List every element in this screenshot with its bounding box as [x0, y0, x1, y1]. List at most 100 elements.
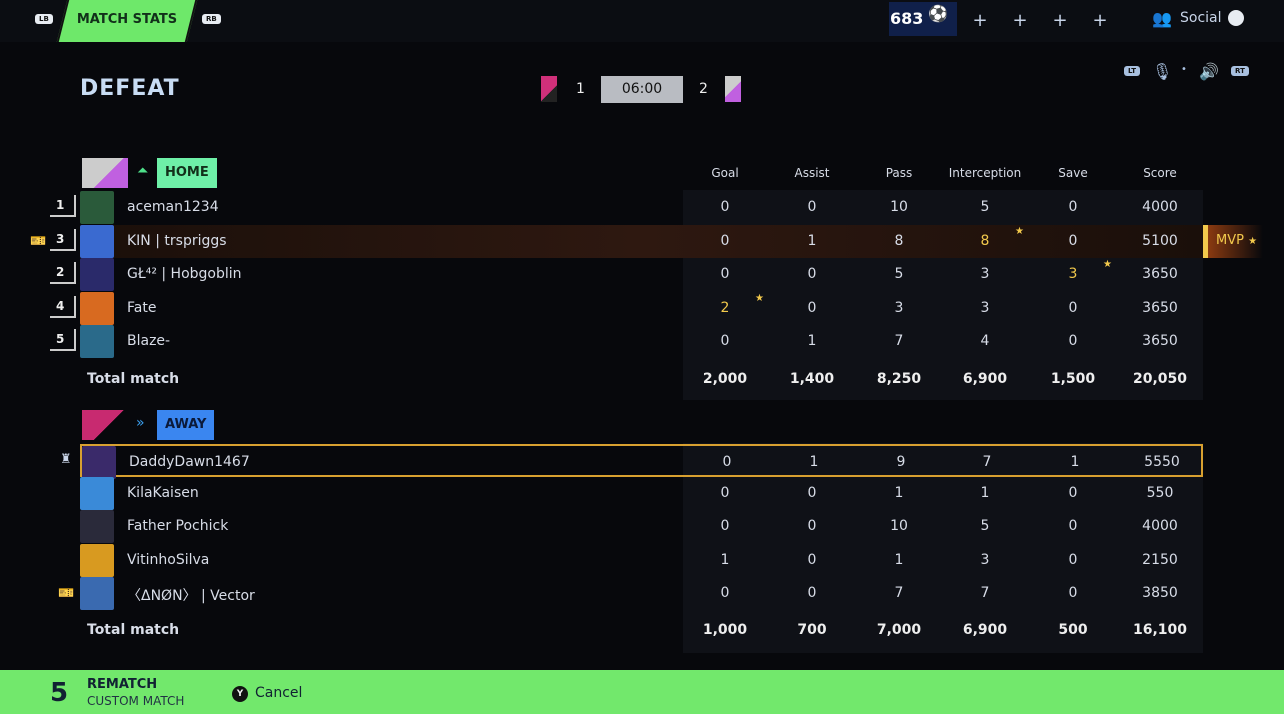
player-name[interactable]: VitinhoSilva [127, 552, 210, 568]
rematch-button[interactable]: REMATCH [87, 677, 158, 692]
stat-assist: 0 [807, 199, 817, 215]
cancel-button[interactable]: Cancel [255, 685, 303, 701]
stat-pass: 3 [894, 300, 904, 316]
dot-separator-icon: • [1181, 64, 1187, 75]
player-row[interactable]: aceman1234 0 0 10 5 0 4000 [80, 191, 1203, 224]
stat-pass: 10 [890, 199, 908, 215]
total-pass: 8,250 [876, 371, 922, 387]
rt-button[interactable]: RT [1231, 66, 1249, 76]
stat-save: 0 [1068, 333, 1078, 349]
player-row[interactable]: Father Pochick 0 0 10 5 0 4000 [80, 510, 1203, 543]
tab-match-stats[interactable]: MATCH STATS [76, 12, 178, 27]
speaker-icon[interactable]: 🔊 [1199, 62, 1219, 81]
stat-pass: 1 [894, 485, 904, 501]
player-row[interactable]: KilaKaisen 0 0 1 1 0 550 [80, 477, 1203, 510]
stat-interception: 5 [980, 199, 990, 215]
stat-goal: 1 [720, 552, 730, 568]
party-slot-plus-icon[interactable]: + [1092, 10, 1108, 31]
player-rank: 2 [50, 262, 76, 284]
player-name[interactable]: 〈ΔNØN〉 | Vector [127, 588, 255, 604]
away-team-flag-icon [82, 410, 128, 440]
stat-save: 0 [1068, 300, 1078, 316]
player-avatar [80, 225, 114, 258]
player-name[interactable]: aceman1234 [127, 199, 219, 215]
lt-button[interactable]: LT [1124, 66, 1141, 76]
player-name[interactable]: Fate [127, 300, 157, 316]
rb-button[interactable]: RB [202, 14, 221, 24]
player-name[interactable]: GŁ⁴² | Hobgoblin [127, 266, 242, 282]
star-icon: ★ [755, 293, 764, 304]
ticket-icon: 🎫 [58, 586, 75, 601]
stat-goal: 0 [722, 454, 732, 470]
stat-save: 0 [1068, 199, 1078, 215]
social-button[interactable]: Social [1180, 10, 1222, 26]
player-row[interactable]: DaddyDawn1467 0 1 9 7 1 5550 [80, 444, 1203, 479]
social-people-icon: 👥 [1152, 9, 1172, 28]
stat-pass: 9 [896, 454, 906, 470]
home-chevron-icon: ⏶ [137, 163, 149, 179]
stat-score: 4000 [1142, 518, 1178, 534]
stat-save: 0 [1068, 518, 1078, 534]
player-row[interactable]: KIN | trspriggs 0 1 8 8 ★ 0 5100 [80, 225, 1203, 258]
player-name[interactable]: KilaKaisen [127, 485, 199, 501]
star-icon: ★ [1103, 259, 1112, 270]
stat-goal: 0 [720, 518, 730, 534]
total-score: 20,050 [1132, 371, 1188, 387]
stat-pass: 7 [894, 333, 904, 349]
stat-assist: 0 [807, 266, 817, 282]
total-goal: 1,000 [702, 622, 748, 638]
player-row[interactable]: Blaze- 0 1 7 4 0 3650 [80, 325, 1203, 358]
home-team-flag-icon [725, 76, 741, 102]
stat-goal: 0 [720, 266, 730, 282]
stat-pass: 8 [894, 233, 904, 249]
stat-score: 3650 [1142, 266, 1178, 282]
player-name[interactable]: KIN | trspriggs [127, 233, 227, 249]
match-result: DEFEAT [80, 76, 180, 101]
player-row[interactable]: 〈ΔNØN〉 | Vector 0 0 7 7 0 3850 [80, 577, 1203, 610]
total-row: Total match 1,000 700 7,000 6,900 500 16,100 [80, 614, 1203, 647]
player-name[interactable]: DaddyDawn1467 [129, 454, 250, 470]
player-rank: 1 [50, 195, 76, 217]
mvp-label: MVP [1216, 233, 1244, 248]
stat-save: 0 [1068, 585, 1078, 601]
party-slot-plus-icon[interactable]: + [1052, 10, 1068, 31]
home-team-tag: HOME [157, 158, 217, 188]
microphone-icon[interactable]: 🎙 [1152, 62, 1173, 81]
column-header-interception: Interception [948, 166, 1022, 180]
stat-save: 0 [1068, 552, 1078, 568]
stat-score: 2150 [1142, 552, 1178, 568]
player-avatar [80, 544, 114, 577]
total-goal: 2,000 [702, 371, 748, 387]
player-name[interactable]: Father Pochick [127, 518, 229, 534]
stat-interception: 8 [980, 233, 990, 249]
stat-score: 4000 [1142, 199, 1178, 215]
total-pass: 7,000 [876, 622, 922, 638]
away-team-tag: AWAY [157, 410, 215, 440]
party-slot-plus-icon[interactable]: + [1012, 10, 1028, 31]
stat-save: 1 [1070, 454, 1080, 470]
stat-pass: 1 [894, 552, 904, 568]
rematch-countdown: 5 [50, 678, 69, 708]
view-button-icon[interactable] [1228, 10, 1244, 26]
stat-score: 5100 [1142, 233, 1178, 249]
total-interception: 6,900 [962, 622, 1008, 638]
home-team-flag-icon [82, 158, 128, 188]
column-header-assist: Assist [794, 166, 830, 180]
party-slot-plus-icon[interactable]: + [972, 10, 988, 31]
stat-goal: 0 [720, 485, 730, 501]
player-row[interactable]: Fate 2 ★ 0 3 3 0 3650 [80, 292, 1203, 325]
away-team-flag-icon [541, 76, 557, 102]
stat-assist: 0 [807, 300, 817, 316]
player-row[interactable]: GŁ⁴² | Hobgoblin 0 0 5 3 3 ★ 3650 [80, 258, 1203, 291]
column-header-goal: Goal [711, 166, 739, 180]
stat-pass: 5 [894, 266, 904, 282]
player-row[interactable]: VitinhoSilva 1 0 1 3 0 2150 [80, 544, 1203, 577]
player-avatar [80, 510, 114, 543]
player-level-badge[interactable] [889, 2, 957, 36]
lb-button[interactable]: LB [35, 14, 53, 24]
player-name[interactable]: Blaze- [127, 333, 171, 349]
y-button-icon[interactable]: Y [232, 686, 248, 702]
column-header-save: Save [1058, 166, 1088, 180]
player-rank: 5 [50, 329, 76, 351]
column-header-score: Score [1143, 166, 1177, 180]
